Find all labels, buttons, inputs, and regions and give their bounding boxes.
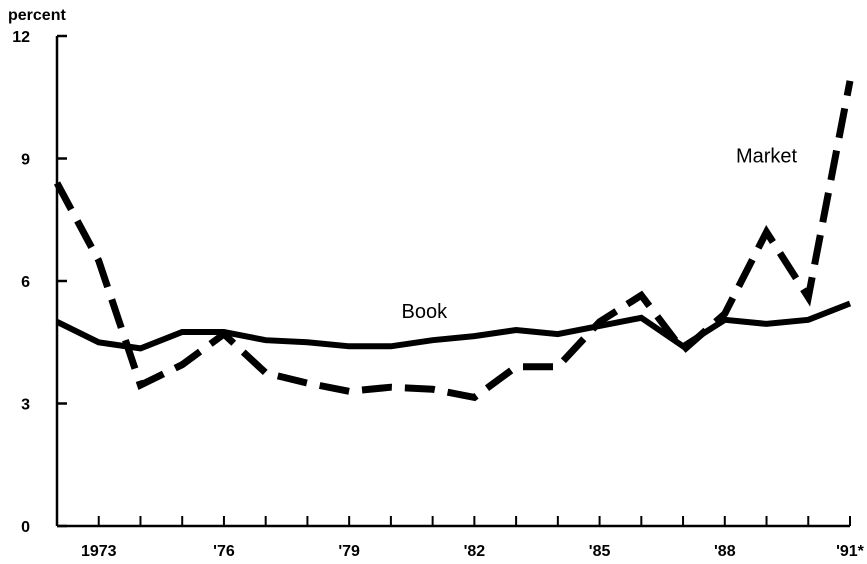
x-tick-label: '79	[338, 543, 360, 560]
series-label-market: Market	[736, 146, 798, 168]
x-tick-label: 1973	[81, 543, 117, 560]
x-tick-label: '76	[213, 543, 235, 560]
series-line-market	[53, 80, 854, 402]
y-axis-ticks: 0 3 6 9 12	[12, 29, 67, 536]
y-tick-label: 0	[21, 519, 30, 536]
y-tick-label: 3	[21, 397, 30, 414]
annotation-layer: Book Market	[401, 146, 797, 323]
x-tick-label: '85	[589, 543, 611, 560]
y-tick-label: 12	[12, 29, 30, 46]
series-label-book: Book	[401, 301, 448, 323]
series-line-book	[55, 300, 852, 352]
y-tick-label: 6	[21, 274, 30, 291]
x-tick-label: '82	[464, 543, 486, 560]
series-layer	[53, 80, 854, 402]
y-tick-label: 9	[21, 152, 30, 169]
x-tick-label: '91*	[836, 543, 865, 560]
x-axis-ticks: 1973 '76 '79 '82 '85 '88 '91*	[56, 516, 865, 560]
x-tick-label: '88	[714, 543, 736, 560]
y-axis-unit-label: percent	[8, 7, 66, 24]
